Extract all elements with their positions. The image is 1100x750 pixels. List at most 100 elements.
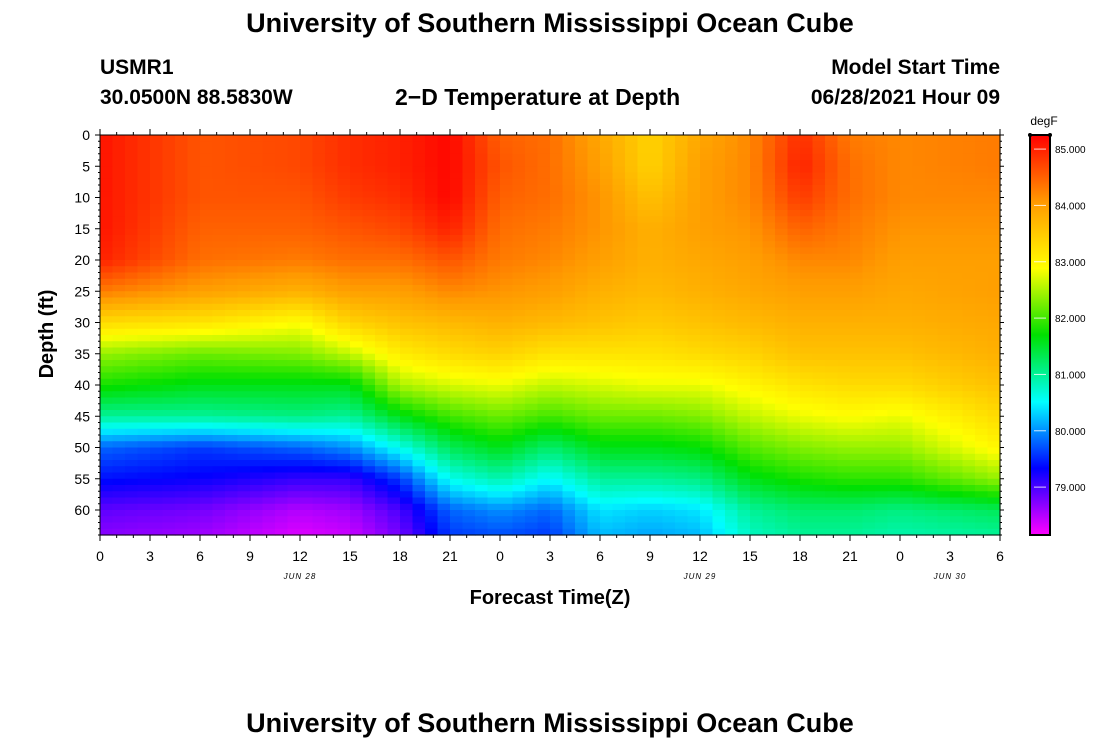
heatmap-cell [800, 185, 814, 192]
heatmap-cell [462, 460, 476, 467]
heatmap-cell [487, 522, 501, 530]
heatmap-cell [825, 291, 839, 299]
heatmap-cell [600, 197, 614, 205]
heatmap-cell [775, 266, 789, 274]
heatmap-cell [150, 460, 164, 467]
heatmap-cell [900, 166, 914, 174]
heatmap-cell [250, 347, 264, 355]
heatmap-cell [587, 247, 601, 255]
heatmap-cell [150, 147, 164, 155]
heatmap-cell [750, 485, 764, 492]
heatmap-cell [312, 428, 326, 436]
heatmap-cell [162, 353, 176, 361]
heatmap-cell [225, 397, 239, 405]
heatmap-cell [612, 491, 626, 499]
heatmap-cell [250, 528, 264, 536]
heatmap-cell [112, 303, 126, 311]
heatmap-cell [850, 403, 864, 411]
heatmap-cell [987, 153, 1001, 161]
heatmap-cell [537, 416, 551, 424]
heatmap-cell [862, 353, 876, 361]
heatmap-cell [212, 403, 226, 411]
heatmap-cell [625, 241, 639, 249]
heatmap-cell [500, 416, 514, 424]
heatmap-cell [550, 322, 564, 330]
heatmap-cell [462, 272, 476, 280]
heatmap-cell [362, 453, 376, 461]
heatmap-cell [875, 478, 889, 486]
heatmap-cell [650, 260, 664, 267]
heatmap-cell [837, 178, 851, 186]
heatmap-cell [150, 216, 164, 224]
heatmap-cell [500, 347, 514, 355]
heatmap-cell [150, 241, 164, 249]
heatmap-cell [912, 341, 926, 349]
heatmap-cell [262, 410, 276, 417]
heatmap-cell [437, 316, 451, 324]
heatmap-cell [837, 241, 851, 249]
heatmap-cell [437, 516, 451, 524]
heatmap-cell [437, 135, 451, 142]
heatmap-cell [100, 503, 114, 511]
heatmap-cell [625, 410, 639, 417]
heatmap-cell [850, 391, 864, 399]
heatmap-cell [825, 397, 839, 405]
heatmap-cell [950, 266, 964, 274]
heatmap-cell [562, 178, 576, 186]
heatmap-cell [337, 366, 351, 374]
heatmap-cell [450, 403, 464, 411]
heatmap-cell [425, 397, 439, 405]
heatmap-cell [225, 335, 239, 342]
heatmap-cell [187, 172, 201, 180]
heatmap-cell [812, 297, 826, 305]
heatmap-cell [125, 422, 139, 430]
heatmap-cell [537, 203, 551, 211]
heatmap-cell [325, 247, 339, 255]
heatmap-cell [475, 491, 489, 499]
heatmap-cell [462, 410, 476, 417]
heatmap-cell [600, 310, 614, 317]
heatmap-cell [712, 141, 726, 149]
heatmap-cell [412, 191, 426, 199]
heatmap-cell [375, 516, 389, 524]
heatmap-cell [812, 228, 826, 236]
heatmap-cell [187, 235, 201, 242]
heatmap-cell [937, 241, 951, 249]
heatmap-cell [837, 135, 851, 142]
heatmap-cell [925, 303, 939, 311]
heatmap-cell [312, 341, 326, 349]
heatmap-cell [587, 328, 601, 336]
heatmap-cell [262, 210, 276, 217]
heatmap-cell [937, 391, 951, 399]
heatmap-cell [100, 160, 114, 167]
heatmap-cell [500, 447, 514, 455]
heatmap-cell [412, 528, 426, 536]
heatmap-cell [750, 522, 764, 530]
heatmap-cell [437, 153, 451, 161]
heatmap-cell [237, 510, 251, 517]
heatmap-cell [487, 316, 501, 324]
heatmap-cell [950, 335, 964, 342]
colorbar: degF 79.00080.00081.00082.00083.00084.00… [1028, 114, 1086, 536]
heatmap-cell [637, 253, 651, 261]
y-tick-label: 60 [74, 502, 90, 518]
heatmap-cell [587, 485, 601, 492]
heatmap-cell [412, 366, 426, 374]
heatmap-cell [412, 316, 426, 324]
heatmap-cell [462, 366, 476, 374]
heatmap-cell [900, 485, 914, 492]
heatmap-cell [600, 428, 614, 436]
heatmap-cell [350, 335, 364, 342]
heatmap-cell [387, 141, 401, 149]
heatmap-cell [175, 491, 189, 499]
heatmap-cell [700, 166, 714, 174]
heatmap-cell [412, 210, 426, 217]
heatmap-cell [737, 416, 751, 424]
heatmap-cell [100, 303, 114, 311]
heatmap-cell [900, 385, 914, 392]
heatmap-cell [662, 160, 676, 167]
heatmap-cell [500, 272, 514, 280]
heatmap-cell [475, 428, 489, 436]
heatmap-cell [362, 416, 376, 424]
heatmap-cell [637, 241, 651, 249]
